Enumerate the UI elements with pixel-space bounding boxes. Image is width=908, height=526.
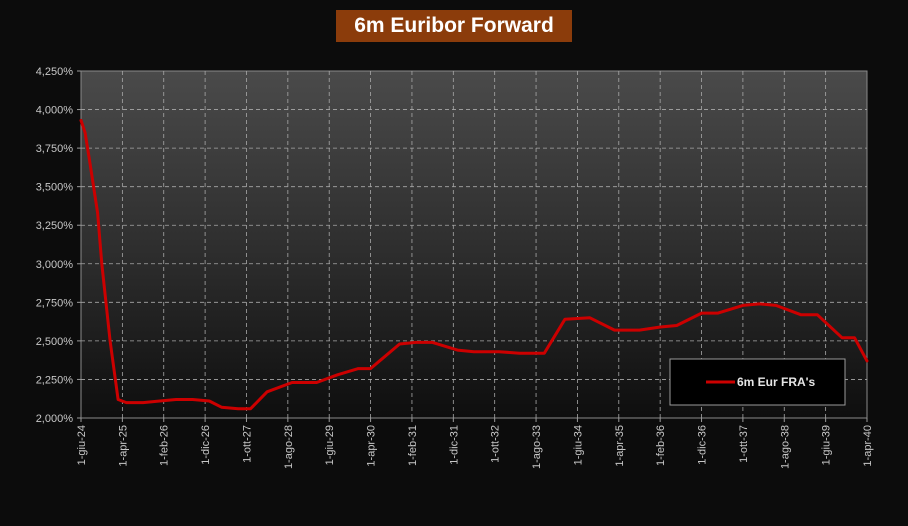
chart-title: 6m Euribor Forward xyxy=(336,10,572,42)
x-tick-label: 1-ago-33 xyxy=(531,425,543,469)
x-tick-label: 1-giu-24 xyxy=(76,425,88,465)
x-tick-label: 1-feb-26 xyxy=(159,425,171,466)
x-tick-label: 1-apr-25 xyxy=(117,425,129,467)
y-tick-label: 4,000% xyxy=(36,105,74,117)
x-tick-label: 1-ott-27 xyxy=(241,425,253,463)
y-tick-label: 2,000% xyxy=(36,413,74,425)
y-tick-label: 3,000% xyxy=(36,259,74,271)
x-tick-label: 1-ott-37 xyxy=(738,425,750,463)
x-tick-label: 1-dic-31 xyxy=(448,425,460,465)
x-tick-label: 1-apr-35 xyxy=(614,425,626,467)
y-tick-label: 2,250% xyxy=(36,374,74,386)
x-tick-label: 1-feb-36 xyxy=(655,425,667,466)
grid-lines xyxy=(81,71,867,418)
y-tick-label: 2,750% xyxy=(36,297,74,309)
x-tick-label: 1-ago-28 xyxy=(283,425,295,469)
x-tick-label: 1-giu-39 xyxy=(821,425,833,465)
x-tick-label: 1-giu-34 xyxy=(572,425,584,465)
x-tick-label: 1-feb-31 xyxy=(407,425,419,466)
y-tick-label: 4,250% xyxy=(36,66,74,78)
series-layer xyxy=(79,118,869,411)
x-axis-ticks: 1-giu-24 1-apr-25 1-feb-26 1-dic-26 1-ott-27… xyxy=(76,418,874,469)
y-axis-ticks: 2,000% 2,250% 2,500% 2,750% 3,000% 3,250% 3,50… xyxy=(36,66,81,425)
x-tick-label: 1-apr-40 xyxy=(862,425,874,467)
y-tick-label: 2,500% xyxy=(36,336,74,348)
x-tick-label: 1-dic-26 xyxy=(200,425,212,465)
x-tick-label: 1-ago-38 xyxy=(779,425,791,469)
x-tick-label: 1-dic-36 xyxy=(697,425,709,465)
y-tick-label: 3,250% xyxy=(36,220,74,232)
x-tick-label: 1-giu-29 xyxy=(324,425,336,465)
legend: 6m Eur FRA's xyxy=(669,358,846,406)
series-line-6m-eur-fras xyxy=(79,118,869,411)
x-tick-label: 1-apr-30 xyxy=(366,425,378,467)
y-tick-label: 3,750% xyxy=(36,143,74,155)
legend-label: 6m Eur FRA's xyxy=(737,375,816,389)
y-tick-label: 3,500% xyxy=(36,182,74,194)
legend-box xyxy=(669,358,846,406)
x-tick-label: 1-ott-32 xyxy=(490,425,502,463)
